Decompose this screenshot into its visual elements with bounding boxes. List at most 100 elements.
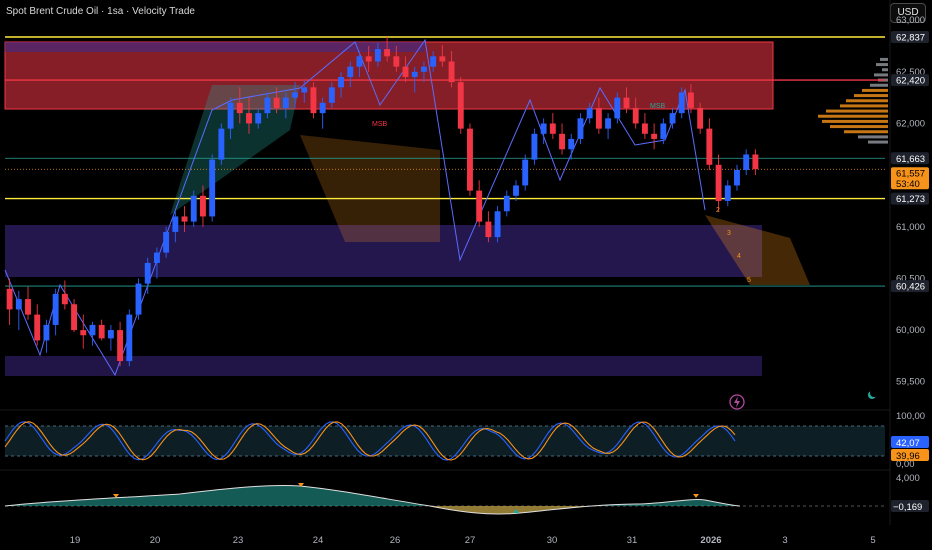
candle	[264, 92, 271, 119]
stoch-d-badge	[891, 449, 929, 461]
level-lines	[5, 36, 885, 287]
candle	[126, 309, 133, 367]
candle	[310, 82, 317, 119]
candle	[540, 118, 547, 145]
demand-zone	[5, 225, 762, 277]
candle	[513, 180, 519, 201]
candle	[301, 80, 308, 103]
wave-label-2: 2	[716, 207, 720, 214]
candle	[623, 87, 630, 114]
stoch-d-value: 39,96	[896, 451, 920, 462]
volume-profile-bar	[876, 63, 888, 67]
price-badge	[891, 167, 929, 190]
candle	[697, 102, 704, 134]
zigzag-line	[4, 38, 706, 377]
wave-label-3: 3	[727, 230, 731, 237]
time-axis[interactable]: 19 20 23 24 26 27 30 31 2026 3 5	[70, 535, 876, 546]
stoch-tick-0: 0,00	[896, 459, 915, 470]
time-tick-label: 2026	[700, 535, 721, 546]
candle	[163, 226, 170, 258]
candle	[80, 314, 87, 349]
candle	[457, 76, 464, 134]
candle	[439, 44, 446, 67]
time-tick-label: 26	[390, 535, 401, 546]
candle	[651, 123, 658, 150]
candle	[503, 190, 510, 217]
osc-marker-4	[693, 494, 699, 498]
candle	[282, 92, 289, 119]
price-badge-label: 62,420	[896, 76, 925, 87]
price-badge	[891, 280, 929, 293]
projection-area-1	[300, 135, 440, 242]
candle	[246, 97, 252, 134]
candle	[292, 82, 298, 108]
osc-line	[4, 484, 741, 515]
stoch-tick-100: 100,00	[896, 411, 925, 422]
time-tick-label: 31	[627, 535, 638, 546]
candle	[724, 180, 731, 207]
volume-profile-bar	[818, 114, 888, 118]
stoch-k-badge	[891, 436, 929, 448]
candle	[52, 288, 59, 336]
candle	[660, 118, 667, 145]
candle	[98, 319, 105, 341]
candle	[273, 87, 280, 114]
candle	[172, 211, 179, 243]
price-badge	[891, 74, 929, 87]
projection-area-2	[705, 215, 810, 285]
candle	[752, 149, 759, 176]
price-badge	[891, 31, 929, 44]
volume-profile-bar	[846, 99, 888, 103]
lightning-icon[interactable]	[729, 394, 745, 410]
candle	[319, 97, 326, 129]
price-badge-label: 61,557	[896, 169, 925, 180]
time-tick-label: 24	[313, 535, 324, 546]
price-tick-label: 59,500	[896, 377, 925, 388]
candle	[218, 123, 225, 165]
osc-marker-3	[513, 509, 519, 513]
price-badge-label: 61,273	[896, 194, 925, 205]
candle	[34, 304, 41, 346]
price-badge-label: 60,426	[896, 282, 925, 293]
countdown-label: 53:40	[896, 179, 920, 190]
candle	[209, 154, 216, 222]
candle	[117, 321, 124, 367]
volume-profile-bar	[854, 94, 888, 98]
candle	[200, 185, 206, 227]
candle	[190, 190, 197, 227]
volume-profile-bar	[840, 104, 888, 108]
price-badge	[891, 192, 929, 205]
time-tick-label: 30	[547, 535, 558, 546]
candle	[6, 278, 13, 325]
candle	[338, 71, 345, 98]
candle	[420, 61, 427, 83]
candle	[678, 87, 685, 119]
stoch-d-line	[4, 421, 736, 461]
candle	[365, 45, 372, 72]
stoch-band	[5, 426, 885, 456]
candle	[374, 42, 381, 67]
osc-area	[5, 485, 740, 515]
volume-profile-bar	[868, 140, 888, 144]
candle	[356, 51, 363, 77]
time-tick-label: 23	[233, 535, 244, 546]
osc-marker-1	[113, 494, 119, 498]
osc-marker-2	[298, 483, 304, 487]
candle	[15, 290, 22, 331]
candle	[181, 206, 188, 232]
candle	[393, 45, 400, 72]
candle	[89, 321, 96, 346]
stoch-k-value: 42,07	[896, 438, 920, 449]
candlestick-series	[6, 37, 759, 367]
price-badge-label: 62,837	[896, 33, 925, 44]
msb-label-green: MSB	[650, 103, 666, 110]
candle	[494, 206, 501, 243]
candle	[743, 149, 750, 176]
candle	[430, 51, 437, 72]
candle	[411, 66, 418, 93]
candle	[61, 280, 68, 310]
moon-icon[interactable]	[868, 389, 878, 399]
osc-value: −0,169	[893, 502, 922, 513]
